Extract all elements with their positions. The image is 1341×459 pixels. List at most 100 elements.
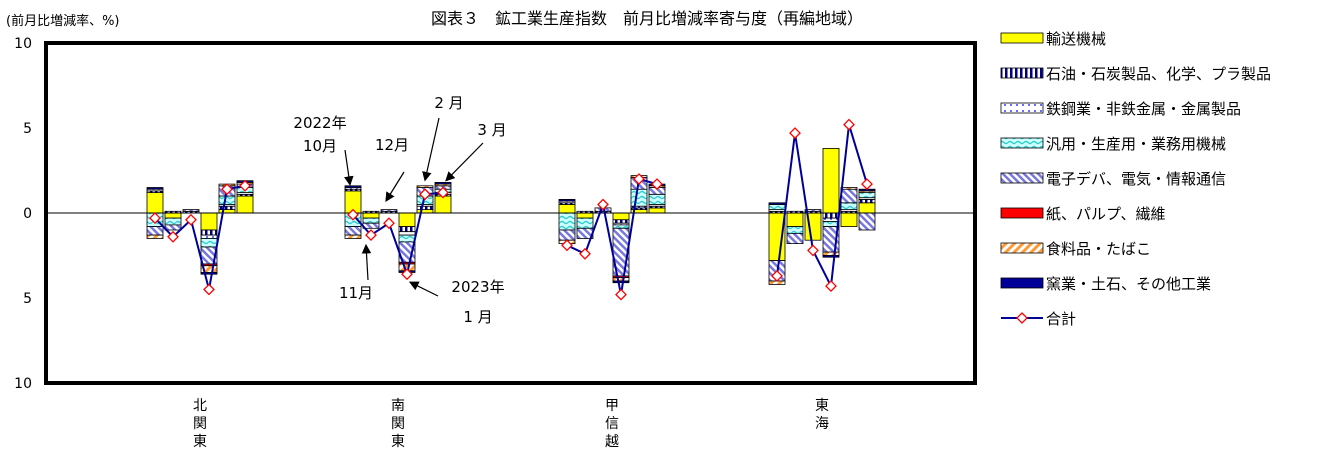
legend-swatch <box>1000 172 1044 184</box>
annotation-label: 3 月 <box>477 121 506 139</box>
bar-segment <box>344 185 362 188</box>
bar-segment <box>858 198 876 204</box>
chart-title: 図表３ 鉱工業生産指数 前月比増減率寄与度（再編地域） <box>431 9 863 28</box>
bar-segment <box>362 217 380 224</box>
total-marker <box>615 288 627 301</box>
bar-segment <box>398 226 416 233</box>
bar-segment <box>786 212 804 228</box>
total-marker <box>383 217 395 230</box>
annotation-label: 10月 <box>303 137 337 155</box>
bar-segment <box>822 212 840 219</box>
total-marker <box>633 173 645 185</box>
legend-swatch <box>1000 32 1044 44</box>
bar-segment <box>648 207 666 214</box>
annotation-label: 2 月 <box>434 94 463 112</box>
total-marker <box>401 268 413 281</box>
bar-segment <box>416 209 434 214</box>
bar-segment <box>612 212 630 221</box>
legend-label: 輸送機械 <box>1046 30 1106 48</box>
legend-label: 石油・石炭製品、化学、プラ製品 <box>1046 65 1271 83</box>
bar-segment <box>558 204 576 214</box>
bar-segment <box>200 238 218 248</box>
bar-segment <box>840 202 858 211</box>
bar-segment <box>768 204 786 210</box>
bar-segment <box>804 209 822 212</box>
bar-segment <box>218 209 236 214</box>
annotation-label: 1 月 <box>463 308 492 326</box>
total-marker <box>419 188 431 201</box>
bar-segment <box>840 188 858 204</box>
bar-segment <box>558 229 576 241</box>
total-marker <box>843 118 855 131</box>
y-tick-label: 10 <box>14 376 32 392</box>
total-marker <box>167 230 179 243</box>
legend-label: 食料品・たばこ <box>1046 240 1151 258</box>
annotation-label: 2022年 <box>293 114 346 132</box>
annotation-label: 2023年 <box>451 278 504 296</box>
bar-segment <box>200 234 218 239</box>
bar-segment <box>768 202 786 205</box>
total-marker <box>221 183 233 196</box>
total-marker <box>651 178 663 191</box>
bar-segment <box>200 229 218 236</box>
annotation-arrow <box>361 243 372 281</box>
bar-segment <box>858 192 876 199</box>
bar-segment <box>398 231 416 236</box>
bar-segment <box>612 277 630 282</box>
bar-segment <box>146 187 164 190</box>
total-marker <box>789 127 801 140</box>
total-marker <box>185 213 197 226</box>
y-tick-label: 10 <box>14 36 32 52</box>
bar-segment <box>236 195 254 214</box>
bar-segment <box>146 192 164 214</box>
bar-segment <box>840 187 858 190</box>
plot-area <box>44 41 977 385</box>
bar-segment <box>822 221 840 227</box>
bar-segment <box>200 272 218 275</box>
bar-segment <box>822 251 840 256</box>
legend-label: 合計 <box>1046 310 1076 328</box>
bar-segment <box>182 209 200 212</box>
y-tick-label: 5 <box>23 291 32 307</box>
legend-label: 窯業・土石、その他工業 <box>1046 275 1211 293</box>
legend-label: 汎用・生産用・業務用機械 <box>1046 135 1226 153</box>
annotation-label: 11月 <box>339 284 373 302</box>
legend: 輸送機械石油・石炭製品、化学、プラ製品鉄鋼業・非鉄金属・金属製品汎用・生産用・業… <box>1000 30 1271 328</box>
bar-segment <box>434 181 452 185</box>
y-axis-label: (前月比増減率、%) <box>6 13 120 29</box>
bar-segment <box>630 188 648 207</box>
annotation-arrow <box>385 171 405 203</box>
legend-label: 電子デバ、電気・情報通信 <box>1046 170 1226 188</box>
bar-segment <box>822 217 840 222</box>
legend-swatch <box>1000 242 1044 254</box>
bar-segment <box>416 185 434 188</box>
bar-segment <box>822 255 840 258</box>
bar-segment <box>380 209 398 212</box>
total-marker <box>149 212 161 225</box>
annotations: 2022年 10月 12月 2 月 3 月 11月 2023年 1 月 <box>293 94 506 326</box>
total-marker <box>597 198 609 211</box>
bar-segment <box>648 193 666 205</box>
bar-segment <box>576 217 594 229</box>
bar-segment <box>200 212 218 231</box>
x-tick-label: 南関東 <box>391 398 405 450</box>
bar-segment <box>858 202 876 214</box>
bar-segment <box>164 212 182 219</box>
total-marker <box>861 178 873 191</box>
bar-segment <box>612 224 630 229</box>
bar-segment <box>576 212 594 219</box>
legend-label: 紙、パルプ、繊維 <box>1046 205 1166 223</box>
bar-segment <box>398 234 416 243</box>
legend-swatch <box>1000 207 1044 219</box>
bar-segment <box>146 234 164 239</box>
bar-segment <box>362 212 380 219</box>
x-tick-label: 東海 <box>815 398 829 432</box>
bar-segment <box>416 205 434 210</box>
total-marker <box>807 244 819 257</box>
legend-swatch <box>1000 67 1044 79</box>
bar-segment <box>858 212 876 231</box>
total-marker <box>561 239 573 252</box>
bar-segment <box>146 226 164 236</box>
total-marker <box>347 208 359 221</box>
